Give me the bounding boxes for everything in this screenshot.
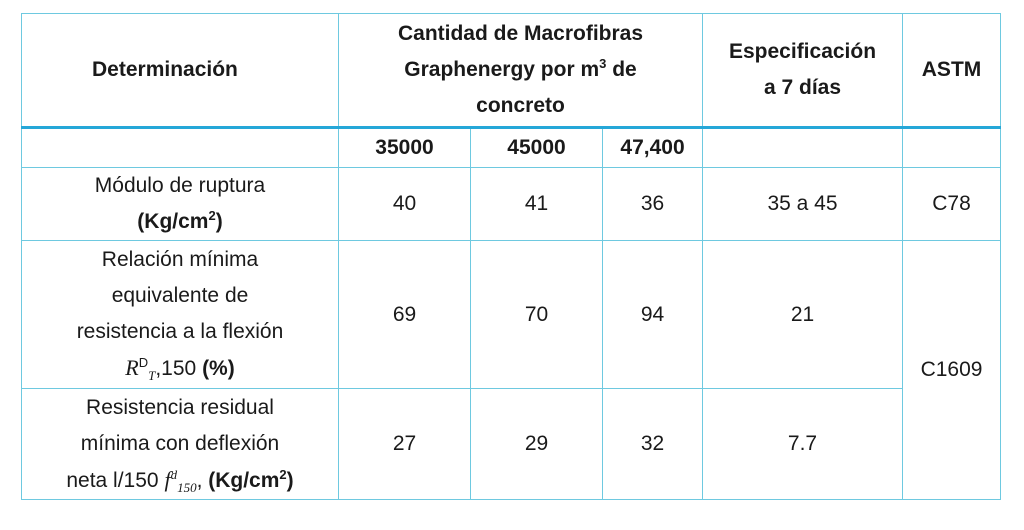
- row-modulo-label: Módulo de ruptura (Kg/cm2): [21, 167, 339, 241]
- row-relacion-v1: 69: [338, 240, 471, 389]
- row-relacion-sym-rest: ,150: [155, 357, 203, 380]
- header-cantidad-line2b: de: [606, 58, 637, 81]
- row-relacion-sym-sup: D: [138, 355, 149, 370]
- row-modulo-unit-b: ): [215, 210, 223, 233]
- row-resistencia-label-line2: mínima con deflexión: [80, 431, 280, 455]
- row-resistencia-unit: (Kg/cm2): [208, 466, 294, 492]
- row-resistencia-label-line1: Resistencia residual: [86, 395, 274, 419]
- subheader-35000: 35000: [338, 127, 471, 168]
- row-relacion-label-line3: resistencia a la flexión: [76, 320, 284, 343]
- row-modulo-v3: 36: [601, 167, 704, 241]
- row-resistencia-label: Resistencia residual mínima con deflexió…: [21, 388, 339, 500]
- row-modulo-v2: 41: [470, 167, 603, 241]
- header-cantidad-line3: concreto: [476, 94, 565, 117]
- header-cantidad-line2a: Graphenergy por m: [404, 58, 600, 81]
- row-relacion-v2: 70: [470, 240, 603, 389]
- row-relacion-unit: (%): [202, 357, 235, 380]
- spec-table: Determinación Cantidad de Macrofibras Gr…: [21, 13, 1002, 500]
- subheader-47400: 47,400: [601, 127, 704, 168]
- table-row-resistencia: Resistencia residual mínima con deflexió…: [21, 388, 1001, 500]
- row-resistencia-unit-b: ): [286, 468, 294, 492]
- header-especificacion-line2: a 7 días: [763, 76, 842, 99]
- row-modulo-v1: 40: [338, 167, 471, 241]
- table-row-relacion: Relación mínima equivalente de resistenc…: [21, 240, 1002, 500]
- row-resistencia-unit-sup: 2: [279, 466, 287, 482]
- row-relacion-label: Relación mínima equivalente de resistenc…: [21, 240, 339, 389]
- row-resistencia-sym-f: f: [164, 466, 171, 492]
- header-cantidad-sup: 3: [599, 56, 607, 71]
- row-resistencia-sym-sup: d: [170, 466, 178, 482]
- row-resistencia-spec: 7.7: [702, 388, 904, 500]
- row-resistencia-v3: 32: [601, 388, 704, 500]
- header-especificacion-line1: Especificación: [728, 40, 877, 63]
- subheader-empty-left: [21, 127, 339, 168]
- header-cantidad: Cantidad de Macrofibras Graphenergy por …: [337, 13, 704, 129]
- row-modulo-label-line1: Módulo de ruptura: [94, 174, 266, 197]
- subheader-empty-astm: [902, 127, 1002, 168]
- header-especificacion: Especificación a 7 días: [702, 13, 904, 129]
- row-resistencia-unit-a: (Kg/cm: [208, 468, 280, 492]
- row-resistencia-sym-rest: ,: [196, 468, 209, 492]
- row-modulo-unit: (Kg/cm2): [137, 208, 223, 233]
- row-relacion-label-line2: equivalente de: [111, 284, 249, 307]
- table-row-modulo: Módulo de ruptura (Kg/cm2) 40 41 36 35 a…: [21, 167, 1002, 241]
- row-resistencia-v1: 27: [338, 388, 471, 500]
- row-relacion-spec: 21: [702, 240, 904, 389]
- row-modulo-unit-sup: 2: [208, 208, 216, 223]
- header-determinacion: Determinación: [21, 13, 339, 129]
- row-modulo-astm: C78: [902, 167, 1002, 241]
- row-relacion-sym-R: R: [125, 355, 139, 380]
- row-relacion-astm: C1609: [902, 240, 1002, 500]
- row-relacion-label-line1: Relación mínima: [101, 248, 259, 271]
- row-resistencia-label-line3: neta l/150: [66, 468, 165, 492]
- header-cantidad-line1: Cantidad de Macrofibras: [397, 22, 644, 45]
- subheader-empty-spec: [702, 127, 904, 168]
- table-subheader-row: 35000 45000 47,400: [21, 127, 1002, 168]
- row-modulo-unit-a: (Kg/cm: [137, 210, 209, 233]
- header-astm: ASTM: [902, 13, 1002, 129]
- row-resistencia-sym-sub: 150: [177, 479, 197, 495]
- row-modulo-spec: 35 a 45: [702, 167, 904, 241]
- table-header-row: Determinación Cantidad de Macrofibras Gr…: [21, 13, 1002, 129]
- subheader-45000: 45000: [470, 127, 603, 168]
- row-relacion-sym-sub: T: [148, 368, 156, 384]
- row-relacion-v3: 94: [601, 240, 704, 389]
- row-resistencia-v2: 29: [470, 388, 603, 500]
